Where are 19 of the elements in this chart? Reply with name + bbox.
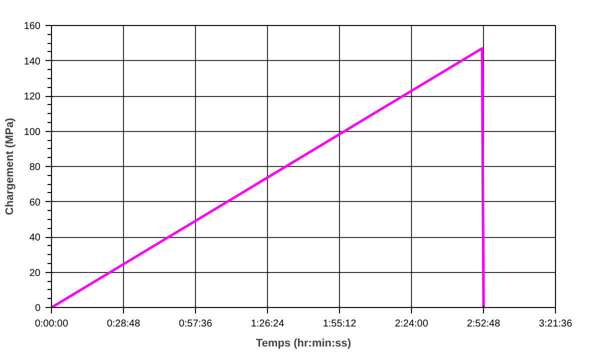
- x-tick-label: 0:28:48: [106, 318, 141, 330]
- x-tick-label: 1:55:12: [322, 318, 357, 330]
- x-tick-label: 2:52:48: [466, 318, 501, 330]
- x-tick-label: 2:24:00: [394, 318, 429, 330]
- y-tick-label: 20: [29, 268, 41, 279]
- y-tick-label: 80: [29, 162, 41, 173]
- x-tick-label: 1:26:24: [250, 318, 285, 330]
- x-tick-label: 0:00:00: [34, 318, 69, 330]
- y-tick-label: 40: [29, 232, 41, 244]
- y-axis-title: Chargement (MPa): [4, 118, 16, 216]
- x-axis-title: Temps (hr:min:ss): [256, 338, 352, 350]
- y-tick-label: 0: [34, 303, 41, 314]
- y-tick-label: 120: [24, 92, 41, 102]
- y-tick-label: 160: [24, 21, 41, 32]
- y-tick-label: 140: [24, 56, 41, 68]
- x-tick-label: 0:57:36: [178, 318, 213, 330]
- y-tick-label: 100: [24, 126, 41, 138]
- x-tick-label: 3:21:36: [538, 318, 573, 330]
- y-tick-label: 60: [29, 197, 41, 208]
